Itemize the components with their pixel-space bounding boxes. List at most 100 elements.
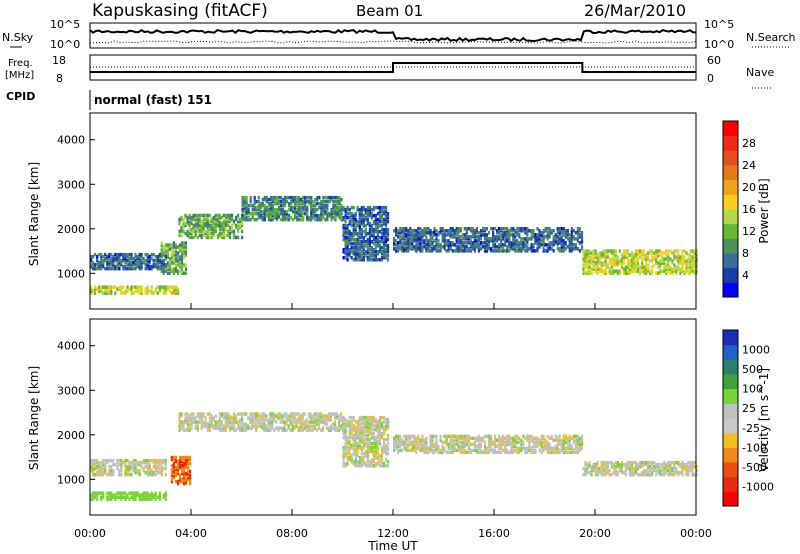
echo-cell <box>628 259 631 263</box>
echo-cell <box>401 237 404 241</box>
echo-cell <box>457 249 460 253</box>
echo-cell <box>92 493 95 497</box>
echo-cell <box>187 465 190 470</box>
echo-cell <box>128 260 131 265</box>
echo-cell <box>332 209 335 214</box>
echo-cell <box>630 251 634 255</box>
echo-cell <box>556 436 559 441</box>
echo-cell <box>600 261 603 265</box>
echo-cell <box>348 240 351 244</box>
echo-cell <box>112 472 115 477</box>
echo-cell <box>502 231 505 235</box>
echo-cell <box>659 259 662 263</box>
echo-cell <box>372 250 375 254</box>
echo-cell <box>431 243 434 247</box>
echo-cell <box>689 265 692 269</box>
echo-cell <box>536 237 539 241</box>
echo-cell <box>614 269 617 273</box>
echo-cell <box>461 241 464 245</box>
echo-cell <box>443 229 446 233</box>
echo-cell <box>473 233 476 237</box>
echo-cell <box>386 227 390 232</box>
echo-cell <box>645 253 648 257</box>
echo-cell <box>142 497 145 501</box>
echo-cell <box>154 460 157 465</box>
echo-cell <box>586 271 589 275</box>
colorbar-tick-label: -500 <box>742 461 767 474</box>
echo-cell <box>296 207 299 212</box>
echo-cell <box>518 235 521 239</box>
echo-cell <box>449 245 452 249</box>
echo-cell <box>140 493 143 497</box>
echo-cell <box>378 464 382 468</box>
echo-cell <box>667 267 670 271</box>
echo-cell <box>534 444 537 449</box>
echo-cell <box>403 249 406 253</box>
echo-cell <box>120 262 123 267</box>
echo-cell <box>138 289 141 293</box>
echo-cell <box>202 420 205 424</box>
echo-cell <box>600 269 603 273</box>
echo-cell <box>358 246 361 250</box>
echo-cell <box>465 442 468 447</box>
echo-cell <box>122 254 125 259</box>
echo-cell <box>352 229 355 234</box>
echo-cell <box>417 239 420 243</box>
echo-cell <box>429 239 432 243</box>
echo-cell <box>306 211 309 216</box>
echo-cell <box>182 469 186 474</box>
echo-cell <box>362 425 365 430</box>
echo-cell <box>384 229 388 234</box>
echo-cell <box>220 231 223 236</box>
echo-cell <box>602 462 605 467</box>
echo-cell <box>382 240 386 244</box>
echo-cell <box>90 287 93 291</box>
echo-cell <box>560 243 563 247</box>
echo-cell <box>386 460 390 464</box>
echo-cell <box>397 231 400 235</box>
echo-cell <box>421 247 424 251</box>
echo-cell <box>178 257 182 261</box>
echo-cell <box>326 195 329 200</box>
colorbar-segment <box>723 432 738 448</box>
echo-cell <box>558 241 561 245</box>
echo-cell <box>508 249 511 253</box>
echo-cell <box>330 211 333 216</box>
echo-cell <box>562 440 565 445</box>
echo-cell <box>331 412 335 416</box>
echo-cell <box>318 213 321 218</box>
echo-cell <box>346 458 349 462</box>
echo-cell <box>393 243 396 247</box>
echo-cell <box>208 225 211 230</box>
echo-cell <box>384 446 388 450</box>
echo-cell <box>154 287 157 291</box>
echo-cell <box>152 264 155 269</box>
echo-cell <box>249 211 252 216</box>
echo-cell <box>681 468 684 473</box>
echo-cell <box>366 456 369 460</box>
echo-cell <box>524 249 527 253</box>
echo-cell <box>208 416 211 420</box>
echo-cell <box>516 245 519 249</box>
echo-cell <box>366 213 369 218</box>
echo-cell <box>384 250 388 254</box>
echo-cell <box>378 419 382 424</box>
echo-cell <box>94 266 97 271</box>
echo-cell <box>405 247 408 251</box>
echo-cell <box>269 207 272 212</box>
echo-cell <box>487 241 491 245</box>
echo-cell <box>100 497 103 501</box>
echo-cell <box>296 215 299 220</box>
echo-cell <box>182 251 186 255</box>
echo-cell <box>176 251 180 255</box>
echo-cell <box>285 418 288 422</box>
echo-cell <box>370 233 373 238</box>
echo-cell <box>447 249 450 253</box>
echo-cell <box>374 441 377 446</box>
echo-cell <box>620 468 623 473</box>
echo-cell <box>263 209 266 214</box>
echo-cell <box>695 249 698 253</box>
echo-cell <box>636 251 640 255</box>
echo-cell <box>622 257 625 261</box>
echo-cell <box>532 245 535 249</box>
